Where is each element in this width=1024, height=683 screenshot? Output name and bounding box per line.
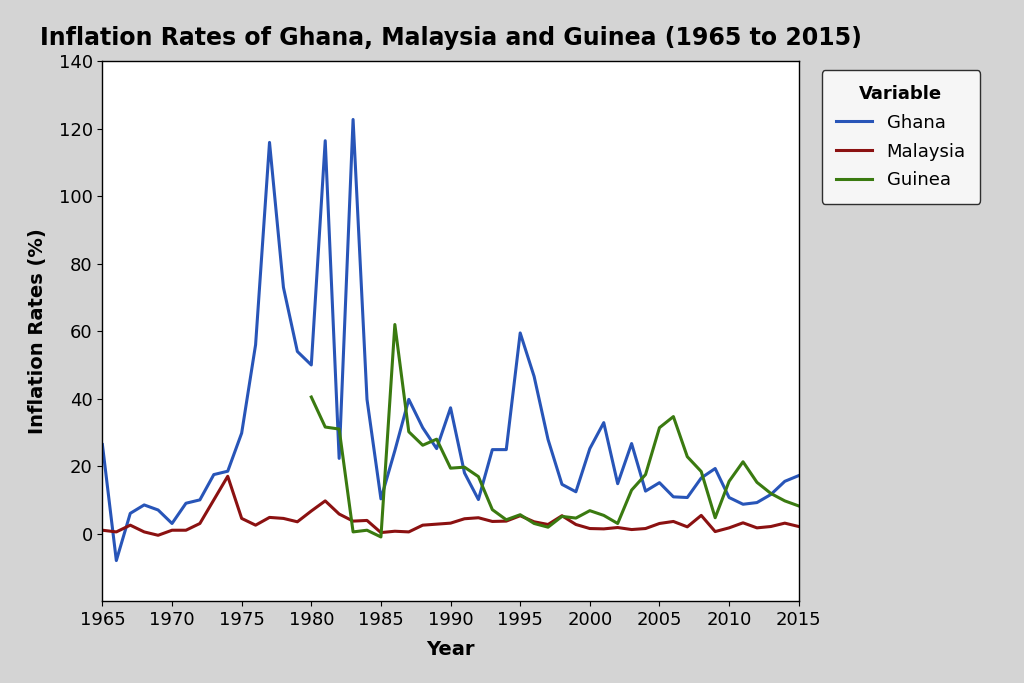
Guinea	[737, 458, 750, 466]
Guinea	[569, 514, 582, 522]
Guinea	[305, 393, 317, 401]
Malaysia	[778, 519, 791, 527]
Guinea	[360, 526, 373, 534]
Line: Malaysia: Malaysia	[102, 476, 799, 535]
Malaysia	[584, 525, 596, 533]
Guinea	[695, 467, 708, 475]
Guinea	[459, 463, 471, 471]
Ghana	[96, 441, 109, 449]
Guinea	[402, 428, 415, 436]
Guinea	[528, 519, 541, 527]
Legend: Ghana, Malaysia, Guinea: Ghana, Malaysia, Guinea	[821, 70, 980, 204]
X-axis label: Year: Year	[426, 640, 475, 659]
Guinea	[765, 489, 777, 497]
Guinea	[375, 533, 387, 541]
Guinea	[514, 511, 526, 519]
Guinea	[626, 486, 638, 494]
Guinea	[500, 516, 512, 524]
Line: Guinea: Guinea	[311, 324, 799, 537]
Title: Inflation Rates of Ghana, Malaysia and Guinea (1965 to 2015): Inflation Rates of Ghana, Malaysia and G…	[40, 26, 861, 50]
Guinea	[347, 528, 359, 536]
Ghana	[319, 137, 332, 145]
Guinea	[709, 514, 721, 522]
Ghana	[778, 477, 791, 486]
Malaysia	[96, 526, 109, 534]
Guinea	[584, 507, 596, 515]
Ghana	[333, 454, 345, 462]
Malaysia	[793, 522, 805, 531]
Guinea	[319, 423, 332, 431]
Malaysia	[278, 514, 290, 522]
Guinea	[444, 464, 457, 472]
Ghana	[626, 439, 638, 447]
Guinea	[598, 512, 610, 520]
Guinea	[639, 471, 651, 479]
Guinea	[611, 519, 624, 527]
Guinea	[333, 425, 345, 433]
Guinea	[668, 413, 680, 421]
Ghana	[584, 445, 596, 453]
Ghana	[347, 115, 359, 124]
Y-axis label: Inflation Rates (%): Inflation Rates (%)	[29, 228, 47, 434]
Ghana	[793, 471, 805, 479]
Malaysia	[152, 531, 164, 540]
Guinea	[556, 512, 568, 520]
Guinea	[681, 453, 693, 461]
Guinea	[430, 435, 442, 443]
Malaysia	[626, 525, 638, 533]
Guinea	[723, 477, 735, 486]
Guinea	[793, 502, 805, 510]
Guinea	[653, 423, 666, 432]
Guinea	[417, 441, 429, 449]
Malaysia	[347, 517, 359, 525]
Guinea	[472, 473, 484, 481]
Ghana	[263, 139, 275, 147]
Malaysia	[221, 472, 233, 480]
Line: Ghana: Ghana	[102, 120, 799, 561]
Guinea	[542, 523, 554, 531]
Guinea	[778, 497, 791, 505]
Guinea	[486, 505, 499, 514]
Guinea	[389, 320, 401, 329]
Malaysia	[333, 510, 345, 518]
Guinea	[751, 478, 763, 486]
Ghana	[111, 557, 123, 565]
